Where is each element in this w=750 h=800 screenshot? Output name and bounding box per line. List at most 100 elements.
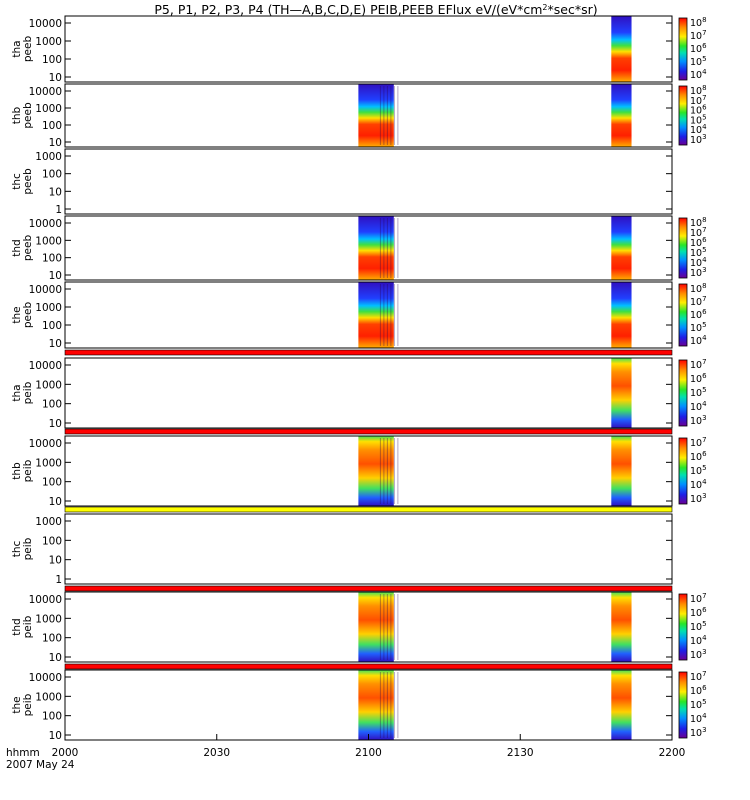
colorbar-tick-label: 106 — [690, 450, 707, 463]
spectrogram-block-thb-peeb-0 — [358, 84, 394, 147]
y-tick-label: 10 — [49, 270, 62, 282]
colorbar — [678, 85, 688, 146]
flag-bar-outline — [64, 349, 673, 356]
y-tick-label: 10000 — [29, 218, 62, 230]
colorbar-tick-label: 104 — [690, 634, 707, 647]
panel-frame — [64, 15, 673, 83]
y-tick-label: 10000 — [29, 594, 62, 606]
panel-frame — [64, 357, 673, 429]
y-axis-label: thapeeb — [11, 36, 34, 63]
x-tick-label: 2100 — [355, 747, 382, 759]
y-tick-label: 1000 — [35, 516, 62, 528]
figure-title: P5, P1, P2, P3, P4 (TH—A,B,C,D,E) PEIB,P… — [154, 2, 597, 17]
y-tick-label: 10 — [49, 72, 62, 84]
y-tick-label: 100 — [42, 477, 62, 489]
spectrogram-block-thb-peib-1 — [611, 436, 632, 506]
colorbar-tick-label: 104 — [690, 68, 707, 81]
date-label: 2007 May 24 — [6, 759, 75, 771]
panel-thc-peeb: 1000 100 10 1 thcpeeb — [11, 148, 673, 216]
colorbar-tick-label: 105 — [690, 698, 707, 711]
colorbar — [678, 217, 688, 279]
colorbar-tick-label: 103 — [690, 133, 707, 146]
y-tick-label: 100 — [42, 120, 62, 132]
colorbar — [678, 283, 688, 347]
flag-bar-outline — [64, 585, 673, 592]
panel-thc-peib: 1000 100 10 1 thcpeib — [11, 513, 673, 592]
y-tick-label: 100 — [42, 399, 62, 411]
colorbar-tick-label: 104 — [690, 400, 707, 413]
x-tick-label: 2130 — [507, 747, 534, 759]
y-tick-label: 10000 — [29, 438, 62, 450]
spectrogram-block-the-peeb-0 — [358, 282, 394, 348]
spectrogram-block-thb-peib-0 — [358, 436, 394, 506]
flag-bar — [65, 350, 672, 355]
y-tick-label: 100 — [42, 320, 62, 332]
y-tick-label: 100 — [42, 633, 62, 645]
panel-frame — [64, 215, 673, 281]
y-tick-label: 10 — [49, 730, 62, 742]
x-tick-label: 2200 — [659, 747, 686, 759]
y-tick-label: 1000 — [35, 151, 62, 163]
y-tick-label: 1000 — [35, 302, 62, 314]
y-axis-label: thbpeib — [11, 459, 34, 482]
y-axis-label: thdpeib — [11, 615, 34, 638]
spectrogram-block-tha-peib-0 — [611, 358, 632, 428]
colorbar-tick-label: 108 — [690, 16, 707, 29]
y-tick-label: 100 — [42, 54, 62, 66]
colorbar-tick-label: 105 — [690, 620, 707, 633]
panel-frame — [64, 281, 673, 349]
y-tick-label: 100 — [42, 535, 62, 547]
y-tick-label: 1000 — [35, 613, 62, 625]
colorbar-tick-label: 107 — [690, 592, 707, 605]
y-axis-label: thcpeeb — [11, 168, 34, 195]
y-tick-label: 10 — [49, 186, 62, 198]
colorbar-tick-label: 107 — [690, 436, 707, 449]
y-axis-label: thepeib — [11, 693, 34, 716]
spectrogram-block-tha-peeb-0 — [611, 16, 632, 82]
y-tick-label: 1 — [55, 204, 62, 216]
spectrogram-block-thd-peib-1 — [611, 592, 632, 662]
flag-bar — [65, 586, 672, 591]
colorbar-tick-label: 104 — [690, 334, 707, 347]
y-axis-label: thbpeeb — [11, 102, 34, 129]
y-axis-label: thcpeib — [11, 537, 34, 560]
y-tick-label: 10000 — [29, 18, 62, 30]
y-tick-label: 10 — [49, 652, 62, 664]
colorbar-tick-label: 104 — [690, 478, 707, 491]
panel-frame — [64, 513, 673, 585]
colorbar-tick-label: 106 — [690, 308, 707, 321]
y-tick-label: 1000 — [35, 235, 62, 247]
spectrogram-block-thb-peeb-1 — [611, 84, 632, 147]
y-tick-label: 1000 — [35, 691, 62, 703]
flag-bar — [65, 664, 672, 669]
flag-bar-outline — [64, 428, 673, 435]
colorbar-tick-label: 104 — [690, 712, 707, 725]
flag-bar-outline — [64, 506, 673, 513]
spectrogram-block-thd-peib-0 — [358, 592, 394, 662]
panel-frame — [64, 435, 673, 507]
y-tick-label: 1000 — [35, 379, 62, 391]
y-tick-label: 10 — [49, 137, 62, 149]
colorbar-tick-label: 103 — [690, 414, 707, 427]
colorbar — [678, 593, 688, 661]
colorbar-tick-label: 105 — [690, 464, 707, 477]
colorbar-tick-label: 106 — [690, 606, 707, 619]
flag-bar — [65, 429, 672, 434]
colorbar-tick-label: 107 — [690, 295, 707, 308]
colorbar — [678, 17, 688, 81]
colorbar-tick-label: 107 — [690, 358, 707, 371]
y-tick-label: 100 — [42, 711, 62, 723]
panel-frame — [64, 591, 673, 663]
spectrogram-block-the-peib-1 — [611, 670, 632, 740]
spectrogram-block-the-peeb-1 — [611, 282, 632, 348]
flag-bar-outline — [64, 663, 673, 670]
colorbar-tick-label: 103 — [690, 726, 707, 739]
colorbar — [678, 359, 688, 427]
